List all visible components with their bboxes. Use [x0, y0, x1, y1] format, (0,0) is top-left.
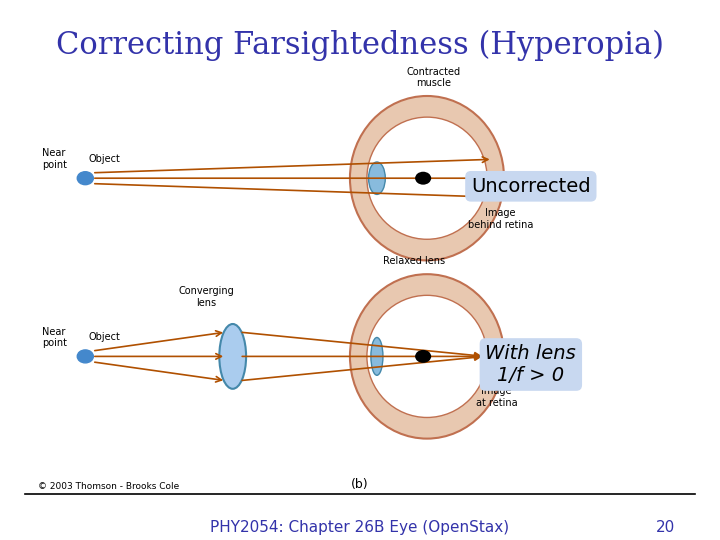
Ellipse shape [350, 274, 504, 438]
Text: Object: Object [89, 154, 120, 164]
Text: Image
behind retina: Image behind retina [467, 208, 533, 230]
Ellipse shape [350, 96, 504, 260]
Text: Converging
lens: Converging lens [178, 286, 234, 308]
Ellipse shape [371, 338, 383, 375]
Text: Image
at retina: Image at retina [475, 386, 517, 408]
Ellipse shape [369, 162, 385, 194]
Text: © 2003 Thomson - Brooks Cole: © 2003 Thomson - Brooks Cole [38, 482, 180, 491]
Circle shape [77, 172, 94, 185]
Text: (b): (b) [351, 478, 369, 491]
Circle shape [491, 174, 502, 183]
Text: Uncorrected: Uncorrected [471, 177, 590, 196]
Circle shape [480, 352, 490, 361]
Text: Near
point: Near point [42, 148, 67, 170]
Ellipse shape [220, 324, 246, 389]
Text: Near
point: Near point [42, 327, 67, 348]
Text: With lens
1/f > 0: With lens 1/f > 0 [485, 344, 576, 385]
Text: Object: Object [89, 333, 120, 342]
Text: Contracted
muscle: Contracted muscle [407, 66, 461, 88]
Ellipse shape [367, 117, 487, 239]
Text: Relaxed lens: Relaxed lens [382, 256, 445, 266]
Text: Correcting Farsightedness (Hyperopia): Correcting Farsightedness (Hyperopia) [56, 30, 664, 61]
Text: 20: 20 [656, 519, 675, 535]
Text: PHY2054: Chapter 26B Eye (OpenStax): PHY2054: Chapter 26B Eye (OpenStax) [210, 519, 510, 535]
Circle shape [415, 172, 431, 185]
Circle shape [77, 350, 94, 363]
Circle shape [415, 350, 431, 363]
Ellipse shape [367, 295, 487, 417]
